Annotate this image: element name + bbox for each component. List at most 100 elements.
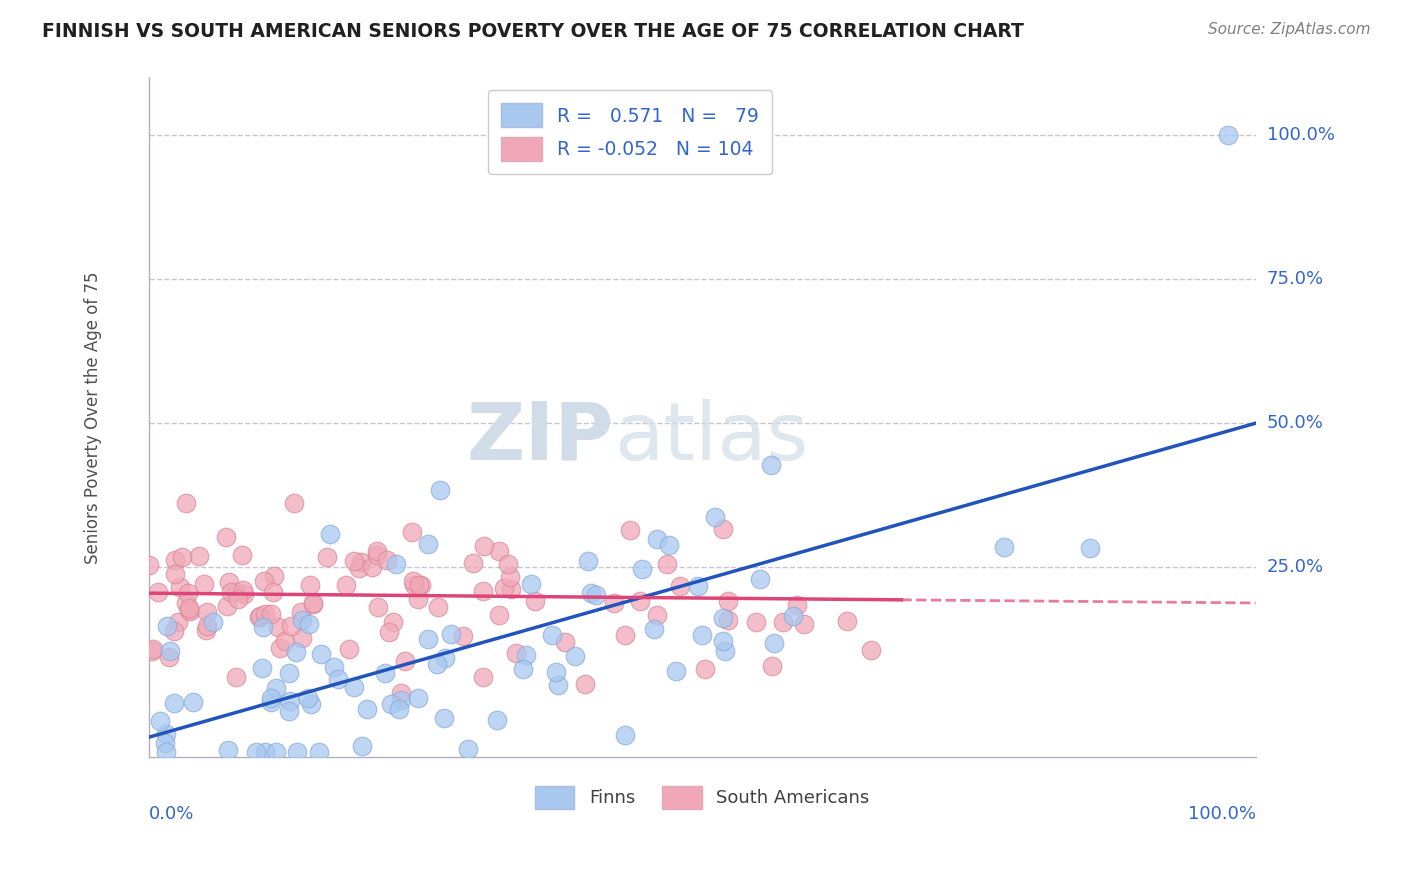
Text: Source: ZipAtlas.com: Source: ZipAtlas.com — [1208, 22, 1371, 37]
Point — [315, 549, 337, 564]
Point — [167, 615, 190, 629]
Point — [260, 691, 283, 706]
Point — [226, 592, 249, 607]
Point — [172, 549, 194, 564]
Point — [264, 745, 287, 759]
Point — [394, 654, 416, 668]
Point — [187, 549, 209, 563]
Point — [619, 523, 641, 537]
Point — [291, 631, 314, 645]
Point — [163, 566, 186, 581]
Point — [772, 615, 794, 629]
Text: 100.0%: 100.0% — [1267, 126, 1334, 145]
Text: 50.0%: 50.0% — [1267, 414, 1323, 433]
Point — [302, 596, 325, 610]
Text: Seniors Poverty Over the Age of 75: Seniors Poverty Over the Age of 75 — [84, 271, 103, 564]
Point — [603, 596, 626, 610]
Point — [380, 697, 402, 711]
Point — [486, 713, 509, 727]
Point — [585, 588, 607, 602]
Point — [163, 624, 186, 639]
Point — [711, 611, 734, 625]
Point — [159, 644, 181, 658]
Point — [155, 745, 177, 759]
Point — [488, 544, 510, 558]
Point — [290, 605, 312, 619]
Point — [426, 600, 449, 615]
Point — [285, 644, 308, 658]
Point — [181, 695, 204, 709]
Point — [512, 662, 534, 676]
Point — [693, 662, 716, 676]
Point — [793, 617, 815, 632]
Point — [717, 593, 740, 607]
Point — [360, 559, 382, 574]
Point — [298, 617, 321, 632]
Point — [541, 627, 564, 641]
Point — [745, 615, 768, 629]
Point — [505, 646, 527, 660]
Point — [245, 745, 267, 759]
Point — [388, 701, 411, 715]
Point — [409, 578, 432, 592]
Point — [141, 643, 163, 657]
Point — [711, 522, 734, 536]
Point — [291, 613, 314, 627]
Point — [389, 686, 412, 700]
Point — [165, 553, 187, 567]
Point — [645, 608, 668, 623]
Point — [628, 594, 651, 608]
Point — [366, 548, 388, 562]
Point — [269, 640, 291, 655]
Point — [433, 711, 456, 725]
Point — [472, 669, 495, 683]
Point — [496, 557, 519, 571]
Point — [264, 681, 287, 695]
Point — [498, 570, 520, 584]
Point — [655, 557, 678, 571]
Point — [520, 577, 543, 591]
Point — [367, 599, 389, 614]
Point — [179, 600, 201, 615]
Point — [138, 558, 160, 573]
Point — [155, 735, 177, 749]
Point — [472, 584, 495, 599]
Point — [433, 651, 456, 665]
Point — [259, 695, 281, 709]
Point — [231, 548, 253, 562]
Point — [169, 580, 191, 594]
Point — [554, 635, 576, 649]
Point — [408, 578, 430, 592]
Point — [280, 619, 302, 633]
Point — [402, 574, 425, 588]
Point — [252, 620, 274, 634]
Point — [308, 745, 330, 759]
Point — [278, 666, 301, 681]
Text: ZIP: ZIP — [467, 399, 613, 477]
Point — [301, 598, 323, 612]
Point — [366, 544, 388, 558]
Point — [494, 581, 516, 595]
Point — [426, 657, 449, 671]
Point — [195, 619, 218, 633]
Point — [515, 648, 537, 662]
Point — [278, 704, 301, 718]
Point — [155, 727, 177, 741]
Point — [690, 628, 713, 642]
Point — [263, 569, 285, 583]
Point — [146, 585, 169, 599]
Text: FINNISH VS SOUTH AMERICAN SENIORS POVERTY OVER THE AGE OF 75 CORRELATION CHART: FINNISH VS SOUTH AMERICAN SENIORS POVERT… — [42, 22, 1024, 41]
Point — [343, 680, 366, 694]
Point — [1078, 541, 1101, 555]
Point — [457, 741, 479, 756]
Point — [142, 642, 165, 657]
Point — [262, 585, 284, 599]
Point — [202, 615, 225, 629]
Point — [163, 696, 186, 710]
Point — [385, 558, 408, 572]
Point — [451, 629, 474, 643]
Point — [761, 659, 783, 673]
Point — [547, 677, 569, 691]
Point — [217, 599, 239, 613]
Point — [688, 579, 710, 593]
